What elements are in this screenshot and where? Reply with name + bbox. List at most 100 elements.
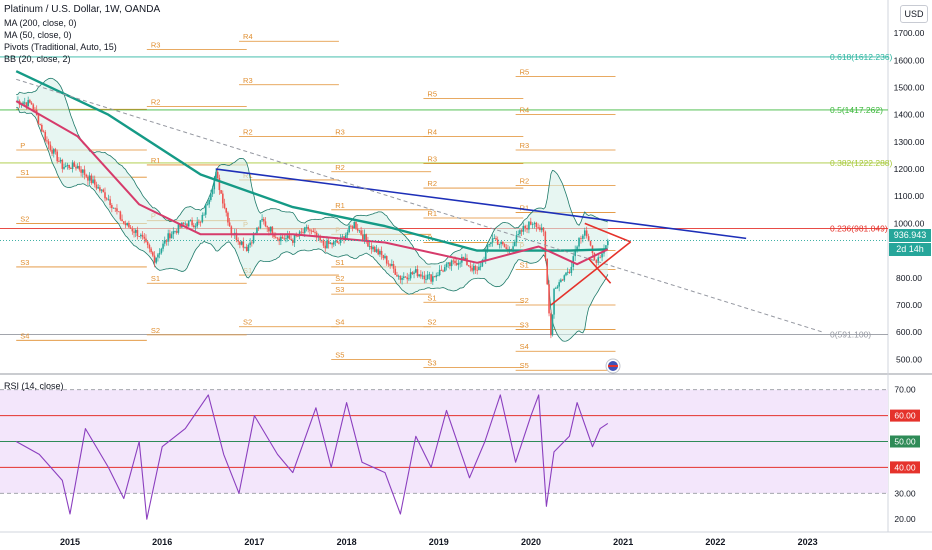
candle-body bbox=[517, 234, 519, 236]
candle-body bbox=[274, 236, 277, 238]
candle-body bbox=[227, 212, 229, 223]
price-tick-label: 500.00 bbox=[896, 354, 922, 364]
candle-body bbox=[73, 162, 76, 167]
candle-body bbox=[157, 254, 159, 258]
candle-body bbox=[244, 246, 246, 248]
candle-body bbox=[535, 222, 538, 228]
candle-body bbox=[116, 208, 118, 212]
candle-body bbox=[54, 149, 57, 152]
time-tick-label: 2021 bbox=[613, 537, 633, 547]
pivot-label: S4 bbox=[520, 342, 529, 351]
rsi-label[interactable]: RSI (14, close) bbox=[4, 381, 64, 391]
candle-body bbox=[522, 225, 525, 232]
candle-body bbox=[339, 237, 342, 243]
candle-body bbox=[245, 246, 248, 252]
candle-body bbox=[324, 245, 327, 249]
price-tick-label: 1600.00 bbox=[894, 55, 925, 65]
candle-body bbox=[165, 240, 168, 242]
candle-body bbox=[443, 267, 446, 272]
candle-body bbox=[83, 169, 86, 175]
candle-body bbox=[82, 169, 84, 173]
price-tick-label: 1400.00 bbox=[894, 110, 925, 120]
candle-body bbox=[503, 244, 506, 248]
candle-body bbox=[170, 234, 173, 239]
pivot-label: S3 bbox=[520, 320, 529, 329]
price-tick-label: 700.00 bbox=[896, 300, 922, 310]
candle-body bbox=[283, 238, 286, 240]
candle-body bbox=[336, 240, 339, 243]
time-tick-label: 2020 bbox=[521, 537, 541, 547]
currency-button[interactable]: USD bbox=[900, 5, 928, 23]
candle-body bbox=[262, 218, 265, 222]
candle-body bbox=[416, 269, 419, 277]
bollinger-lower bbox=[16, 107, 609, 342]
candle-body bbox=[348, 225, 350, 233]
candle-body bbox=[129, 227, 132, 229]
pivot-label: S1 bbox=[335, 258, 344, 267]
candle-body bbox=[515, 235, 518, 242]
candle-body bbox=[266, 226, 269, 228]
candle-body bbox=[539, 227, 541, 231]
candle-body bbox=[192, 225, 195, 228]
candle-body bbox=[58, 161, 60, 163]
candle-body bbox=[133, 231, 135, 233]
pivot-label: S5 bbox=[335, 350, 344, 359]
candle-body bbox=[27, 100, 29, 107]
candle-body bbox=[520, 230, 523, 232]
candle-body bbox=[99, 187, 101, 191]
candle-body bbox=[268, 227, 270, 232]
pivot-label: S1 bbox=[427, 293, 436, 302]
candle-body bbox=[484, 251, 487, 260]
fib-level-label: 0.618(1612.236) bbox=[830, 52, 893, 62]
pivot-label: R4 bbox=[243, 32, 253, 41]
candle-body bbox=[105, 198, 108, 200]
price-tick-label: 800.00 bbox=[896, 273, 922, 283]
candle-body bbox=[589, 241, 592, 246]
candle-body bbox=[150, 248, 152, 253]
candle-body bbox=[230, 226, 233, 234]
legend-ma200[interactable]: MA (200, close, 0) bbox=[4, 18, 77, 28]
candle-body bbox=[556, 286, 559, 289]
pivot-label: S3 bbox=[427, 359, 436, 368]
candle-body bbox=[261, 218, 263, 221]
candle-body bbox=[63, 166, 65, 169]
candle-body bbox=[66, 164, 69, 166]
candle-body bbox=[326, 240, 328, 249]
candle-body bbox=[68, 164, 70, 169]
candle-body bbox=[402, 276, 405, 278]
candle-body bbox=[56, 151, 58, 162]
candle-body bbox=[540, 227, 543, 231]
candle-body bbox=[312, 230, 315, 232]
pivot-label: S2 bbox=[427, 318, 436, 327]
candle-body bbox=[396, 274, 398, 277]
candle-body bbox=[213, 179, 216, 190]
candle-body bbox=[172, 231, 175, 235]
candle-body bbox=[473, 265, 475, 271]
candle-body bbox=[595, 260, 598, 263]
legend-ma50[interactable]: MA (50, close, 0) bbox=[4, 30, 72, 40]
pivot-label: R2 bbox=[243, 127, 253, 136]
candle-body bbox=[474, 265, 477, 270]
candle-body bbox=[49, 144, 52, 150]
fib-level-label: 0.236(981.049) bbox=[830, 224, 888, 234]
candle-body bbox=[42, 131, 45, 133]
bollinger-fill bbox=[16, 78, 608, 342]
candle-body bbox=[228, 222, 231, 227]
candle-body bbox=[469, 266, 472, 268]
pivot-label: R3 bbox=[335, 127, 345, 136]
legend-pivots[interactable]: Pivots (Traditional, Auto, 15) bbox=[4, 42, 117, 52]
candle-body bbox=[199, 221, 202, 223]
candle-body bbox=[288, 235, 291, 239]
legend-bb[interactable]: BB (20, close, 2) bbox=[4, 54, 71, 64]
pivot-label: R3 bbox=[243, 76, 253, 85]
candle-body bbox=[519, 230, 521, 235]
candle-body bbox=[574, 249, 576, 257]
pivot-label: R3 bbox=[520, 141, 530, 150]
candle-body bbox=[102, 189, 105, 193]
countdown-tag: 2d 14h bbox=[889, 243, 931, 256]
candle-body bbox=[309, 229, 311, 231]
candle-body bbox=[78, 165, 81, 170]
candle-body bbox=[187, 221, 190, 227]
candle-body bbox=[97, 187, 99, 189]
